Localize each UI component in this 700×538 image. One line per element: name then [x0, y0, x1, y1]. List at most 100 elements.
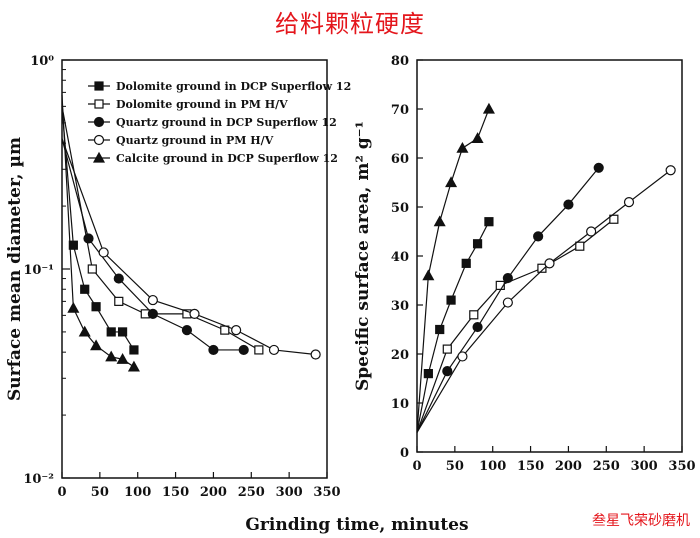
panel2-series-2-point — [575, 241, 585, 251]
panel1-series-4-point — [98, 247, 109, 258]
panel1-series-2-point — [87, 264, 97, 274]
panel2-x-tick-label: 250 — [593, 459, 620, 474]
panel2-series-5-point — [471, 132, 484, 143]
panel1-series-1-point — [80, 284, 90, 294]
panel2-series-5-point — [482, 102, 495, 114]
panel1-series-3-point — [238, 344, 249, 356]
panel2-x-tick-label: 50 — [446, 459, 464, 474]
panel1-x-tick-label: 100 — [124, 485, 151, 500]
panel2-x-tick-label: 350 — [668, 459, 695, 474]
panel1-series-5-point — [105, 350, 118, 362]
panel1-x-tick-label: 250 — [238, 485, 265, 500]
panel2-series-5-point — [422, 269, 435, 281]
panel1-x-tick-label: 150 — [162, 485, 189, 500]
panel1-series-1-point — [129, 345, 139, 355]
panel2-series-1-point — [461, 258, 471, 268]
panel2-series-3-point — [593, 162, 604, 173]
panel1-series-5-point — [116, 353, 129, 364]
panel1-series-2-point — [254, 345, 264, 355]
panel1-series-4-point — [268, 344, 280, 356]
panel2-series-4-point — [502, 297, 513, 308]
panel2-series-3-point — [563, 199, 574, 210]
panel2-series-2-point — [442, 344, 452, 354]
panel2-y-tick-label: 40 — [391, 250, 409, 265]
panel2-y-tick-label: 20 — [391, 348, 409, 363]
page-title: 给料颗粒硬度 — [275, 10, 425, 38]
panel1-y-axis-label: Surface mean diameter, µm — [5, 137, 25, 401]
panel2-series-5-point — [433, 215, 446, 227]
panel2-x-tick-label: 100 — [479, 459, 506, 474]
panel1-x-tick-label: 50 — [91, 485, 109, 500]
panel1-y-tick-label: 10⁰ — [30, 54, 54, 69]
panel2-y-tick-label: 50 — [391, 201, 409, 216]
panel2-series-3-point — [442, 366, 453, 377]
panel2-x-tick-label: 300 — [631, 459, 658, 474]
panel1-series-5-point — [127, 360, 140, 372]
panel1-series-3-point — [147, 308, 158, 319]
panel2-series-4-point — [665, 165, 676, 176]
legend-entry-5-label: Calcite ground in DCP Superflow 12 — [116, 152, 338, 165]
panel1-x-tick-label: 200 — [200, 485, 227, 500]
panel2-series-4-point — [623, 197, 635, 208]
panel1-series-1-point — [106, 327, 116, 337]
panel2-series-1-point — [423, 369, 433, 379]
panel2-series-1-point — [472, 239, 483, 249]
panel2-series-4-point — [586, 226, 597, 237]
panel2-series-1-point — [435, 324, 445, 335]
panel2-series-2-point — [609, 214, 619, 224]
legend-entry-2-label: Dolomite ground in PM H/V — [116, 98, 288, 111]
panel2-x-axis-label: Grinding time, minutes — [245, 515, 468, 535]
panel1-series-2-point — [114, 296, 124, 306]
legend-entry-3-marker — [93, 116, 105, 128]
panel2-y-tick-label: 10 — [391, 397, 409, 412]
panel1-series-4-point — [310, 349, 321, 360]
panel1-series-3-point — [83, 233, 94, 244]
panel2-series-3-point — [502, 272, 513, 284]
legend-entry-4-label: Quartz ground in PM H/V — [116, 134, 274, 147]
panel2-series-4-point — [544, 258, 555, 269]
panel2-series-3-point — [533, 231, 544, 242]
panel1-series-5-point — [67, 301, 80, 313]
panel1-y-tick-label: 10⁻² — [23, 472, 54, 487]
watermark-text: 叁星飞荣砂磨机 — [592, 513, 690, 529]
panel2-y-tick-label: 60 — [391, 152, 409, 167]
panel2-series-3-point — [472, 321, 483, 333]
panel1-series-3-point — [113, 273, 124, 284]
panel1-series-4-point — [147, 294, 158, 306]
panel2-series-5-point — [456, 141, 469, 153]
panel2-plot-frame — [416, 59, 683, 453]
legend-entry-5-marker — [92, 151, 106, 163]
panel2-series-1-point — [446, 295, 456, 305]
panel2-x-tick-label: 0 — [412, 459, 421, 474]
panel2-y-tick-label: 70 — [391, 103, 409, 118]
panel1-series-3-point — [208, 344, 219, 356]
legend-entry-2-marker — [94, 99, 104, 109]
panel2-series-2-point — [537, 263, 547, 273]
legend-entry-4-marker — [93, 134, 105, 146]
panel1-series-5-point — [90, 339, 103, 351]
legend-entry-1-label: Dolomite ground in DCP Superflow 12 — [116, 80, 351, 93]
panel2-series-2-line — [416, 218, 615, 433]
panel1-x-tick-label: 350 — [313, 485, 340, 500]
panel2-series-1-point — [484, 217, 494, 227]
panel2-y-tick-label: 80 — [391, 54, 409, 69]
panel1-series-3-point — [181, 325, 193, 336]
panel1-x-tick-label: 300 — [276, 485, 303, 500]
panel2-series-4-point — [457, 351, 468, 362]
panel1-x-tick-label: 0 — [57, 485, 66, 500]
panel1-series-1-point — [117, 327, 128, 337]
panel1-series-4-point — [231, 325, 242, 336]
panel1-series-4-point — [189, 308, 200, 319]
legend-entry-3-label: Quartz ground in DCP Superflow 12 — [116, 116, 337, 129]
panel2-y-tick-label: 0 — [400, 446, 409, 461]
panel2-y-axis-label: Specific surface area, m² g⁻¹ — [353, 121, 373, 391]
panel2-series-2-point — [469, 310, 479, 320]
legend-entry-1-marker — [94, 81, 104, 91]
panel1-series-5-point — [78, 325, 91, 337]
panel1-y-tick-label: 10⁻¹ — [23, 263, 54, 278]
panel2-y-tick-label: 30 — [391, 299, 409, 314]
panel2-x-tick-label: 150 — [517, 459, 544, 474]
panel1-series-4-line — [61, 138, 316, 356]
panel2-series-5-point — [445, 176, 458, 188]
